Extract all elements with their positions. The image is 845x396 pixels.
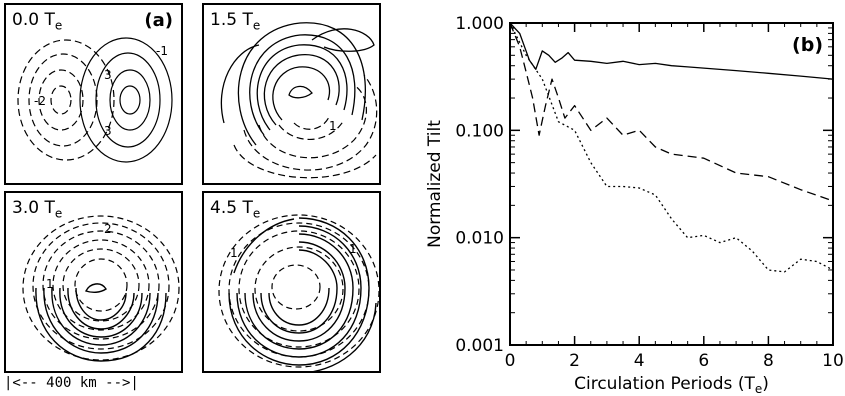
contour-label: 1: [329, 119, 337, 133]
scale-bar: |<-- 400 km -->|: [4, 375, 139, 391]
x-tick-label: 8: [763, 351, 774, 371]
contour-plot-t3: 2 1: [22, 215, 180, 362]
y-axis-label: Normalized Tilt: [425, 120, 445, 248]
time-label: 0.0 Te: [12, 10, 63, 33]
contour-label: 3: [104, 68, 112, 82]
chart-series: [509, 22, 834, 273]
contour-label: 1: [46, 277, 54, 291]
y-tick-label: 0.001: [455, 336, 504, 356]
contour-plot-t4-5: 1 1: [218, 214, 379, 371]
subplot-t0: 3 -2 3 -1 0.0 Te (a): [4, 3, 183, 185]
time-label: 3.0 Te: [12, 198, 63, 221]
series-line-dashed: [509, 22, 834, 202]
y-tick-label: 1.000: [455, 14, 504, 34]
series-line-solid: [509, 22, 834, 80]
panel-label-a: (a): [144, 10, 173, 31]
contour-label: 1: [349, 242, 357, 256]
x-tick-label: 2: [569, 351, 580, 371]
x-tick-label: 6: [698, 351, 709, 371]
chart-axes: [509, 22, 834, 346]
panel-label-b: (b): [792, 34, 823, 56]
subplot-t1-5: 1 1.5 Te: [202, 3, 381, 185]
x-tick-label: 0: [505, 351, 516, 371]
contour-label: 2: [104, 222, 112, 236]
plot-frame: [509, 22, 834, 346]
x-tick-label: 10: [822, 351, 844, 371]
subplot-t3: 2 1 3.0 Te: [4, 191, 183, 373]
contour-plot-t1-5: 1: [220, 22, 378, 179]
y-tick-label: 0.100: [455, 121, 504, 141]
contour-plot-t0: 3 -2 3 -1: [17, 37, 173, 163]
time-label: 4.5 Te: [210, 198, 261, 221]
x-axis-label: Circulation Periods (Te): [574, 374, 769, 396]
contour-label: -2: [34, 94, 46, 108]
contour-label: -1: [156, 44, 168, 58]
contour-label: 1: [230, 246, 238, 260]
series-line-dotted: [509, 22, 834, 273]
subplot-t4-5: 1 1 4.5 Te: [202, 191, 381, 373]
contour-label: 3: [104, 124, 112, 138]
x-tick-label: 4: [634, 351, 645, 371]
time-label: 1.5 Te: [210, 10, 261, 33]
chart-text: 0 2 4 6 8 10 1.000 0.100 0.010 0.001 (b) Circulatio…: [425, 14, 844, 396]
y-tick-label: 0.010: [455, 229, 504, 249]
